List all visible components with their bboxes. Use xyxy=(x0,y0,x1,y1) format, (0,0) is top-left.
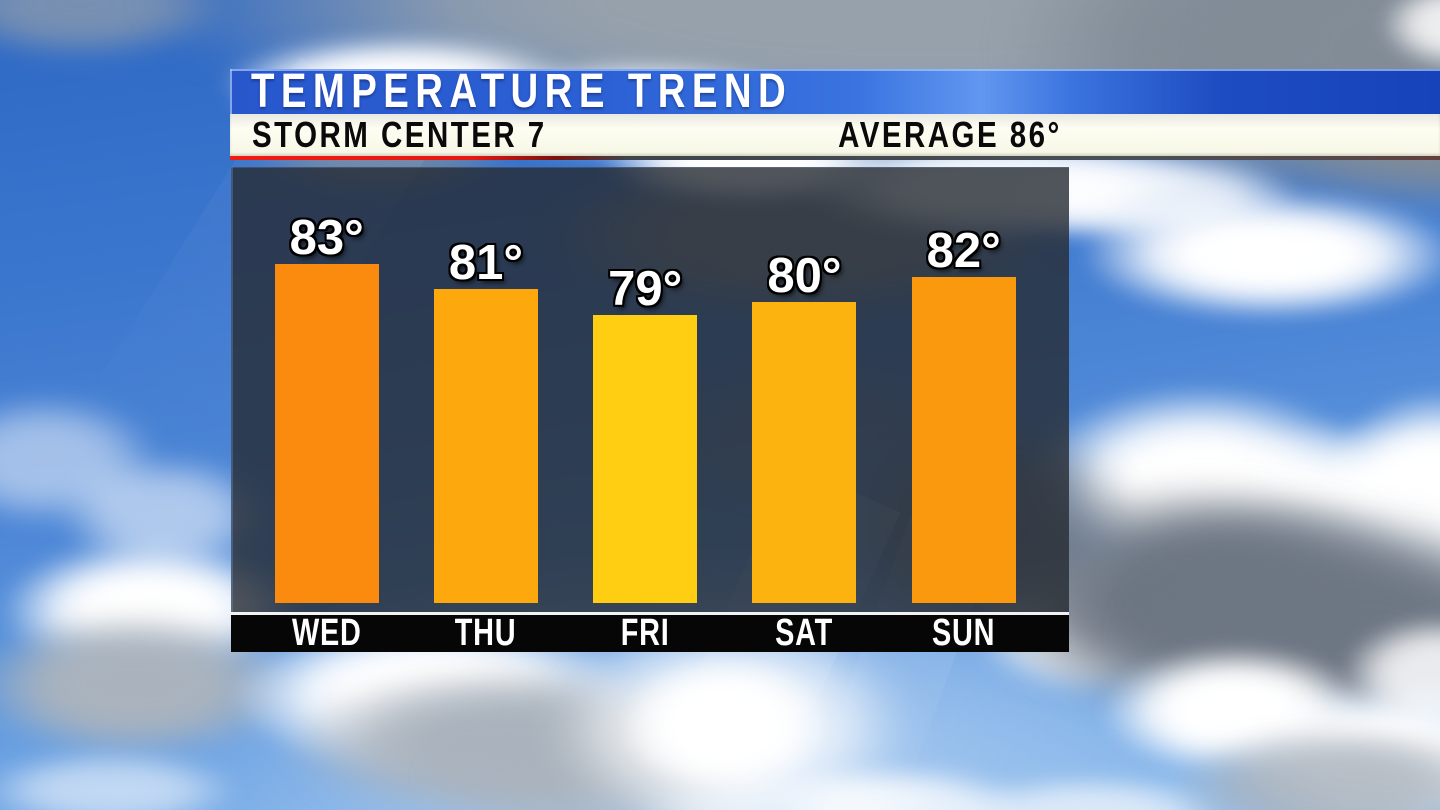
subtitle-bar: STORM CENTER 7 AVERAGE 86° xyxy=(230,114,1440,156)
day-label: SUN xyxy=(932,612,996,654)
day-label: THU xyxy=(455,612,517,654)
day-label: WED xyxy=(291,612,362,654)
cloud xyxy=(1080,190,1440,320)
day-label: FRI xyxy=(620,612,670,654)
bar-sat xyxy=(752,302,857,603)
day-label: SAT xyxy=(775,612,834,654)
axis-line xyxy=(231,612,1069,615)
bar-value-label: 79° xyxy=(608,261,683,316)
bar-sun xyxy=(911,276,1016,603)
chart-panel: 83° 81° 79° 80° 82° WED THU FRI SAT SUN xyxy=(231,167,1069,652)
bar-value-label: 82° xyxy=(926,223,1001,278)
bar-value-label: 80° xyxy=(767,249,842,304)
bar-value-label: 83° xyxy=(289,211,364,265)
bar-fri xyxy=(593,314,698,603)
title-bar: TEMPERATURE TREND xyxy=(230,65,1440,118)
category-axis xyxy=(231,615,1069,652)
average-label: AVERAGE 86° xyxy=(838,114,1062,155)
bar-wed xyxy=(274,264,379,603)
accent-line xyxy=(230,156,1440,160)
bar-thu xyxy=(433,289,538,603)
branding-label: STORM CENTER 7 xyxy=(252,114,547,155)
cloud xyxy=(0,750,240,810)
bar-value-label: 81° xyxy=(448,236,523,291)
page-title: TEMPERATURE TREND xyxy=(251,65,793,118)
